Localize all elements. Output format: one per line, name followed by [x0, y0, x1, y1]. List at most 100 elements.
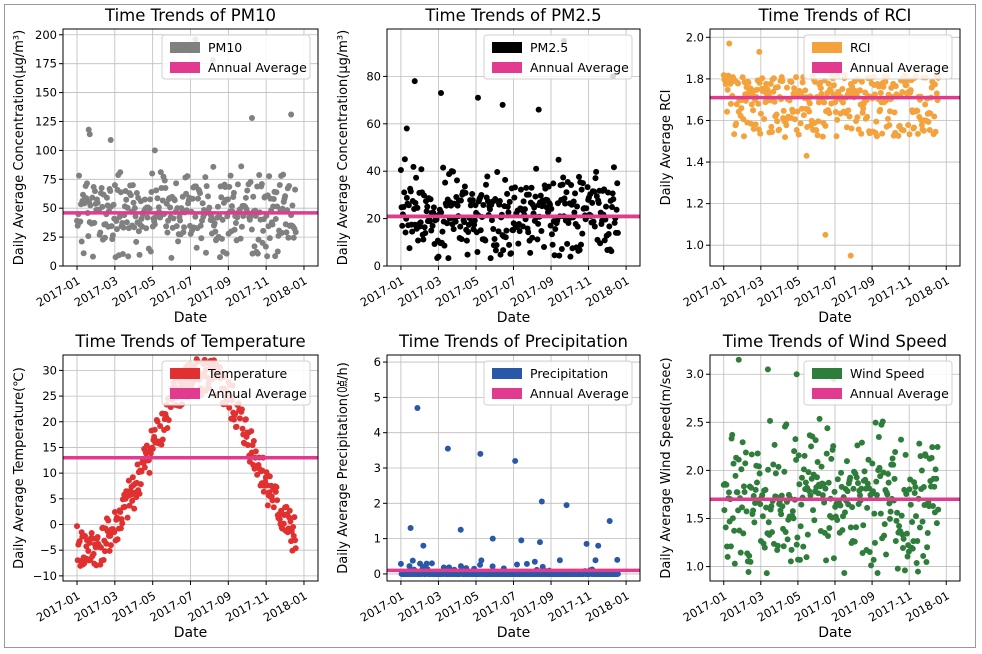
data-point — [211, 220, 218, 227]
data-point — [877, 510, 884, 517]
data-point — [113, 226, 120, 233]
data-point — [512, 184, 519, 191]
legend-swatch-series — [492, 368, 522, 379]
plot-frame — [709, 354, 961, 582]
data-point — [409, 228, 416, 235]
data-point — [891, 475, 898, 482]
data-point — [844, 488, 851, 495]
data-point — [131, 505, 138, 512]
data-point — [170, 215, 177, 222]
data-point — [848, 125, 855, 132]
y-tick-label: 5 — [374, 390, 381, 404]
data-point — [759, 513, 766, 520]
data-point — [814, 458, 821, 465]
data-point — [107, 187, 114, 194]
data-point — [521, 206, 528, 213]
legend-swatch-series — [812, 368, 842, 379]
data-point — [423, 208, 430, 215]
data-point — [834, 476, 841, 483]
data-point — [825, 533, 832, 540]
data-point — [478, 192, 485, 199]
data-point — [450, 226, 457, 233]
data-point — [748, 120, 755, 127]
data-point — [810, 507, 817, 514]
data-point — [247, 179, 254, 186]
data-point — [914, 130, 921, 137]
data-point — [783, 421, 790, 428]
data-point — [262, 243, 269, 250]
data-point — [806, 108, 813, 115]
chart-panel-3: 1.01.21.41.61.82.02017-012017-032017-052… — [659, 6, 961, 326]
data-point — [409, 557, 416, 564]
data-point — [146, 205, 153, 212]
data-point — [583, 205, 590, 212]
data-point — [797, 523, 804, 530]
data-point — [752, 121, 759, 128]
data-point — [817, 85, 824, 92]
legend-label-average: Annual Average — [530, 60, 629, 75]
data-point — [129, 182, 136, 189]
data-point — [756, 79, 763, 86]
data-point — [738, 466, 745, 473]
data-point — [274, 203, 281, 210]
data-point — [518, 537, 525, 544]
data-point — [204, 193, 211, 200]
data-point — [899, 544, 906, 551]
data-point — [868, 562, 875, 569]
data-point — [819, 492, 826, 499]
data-point — [105, 517, 112, 524]
data-point — [418, 166, 425, 173]
data-point — [924, 530, 931, 537]
data-point — [97, 229, 104, 236]
data-point — [230, 416, 237, 423]
data-point — [180, 229, 187, 236]
y-tick-label: 175 — [35, 57, 57, 71]
data-point — [811, 78, 818, 85]
data-point — [411, 78, 418, 85]
data-point — [438, 89, 445, 96]
data-point — [788, 546, 795, 553]
data-point — [911, 479, 918, 486]
data-point — [453, 177, 460, 184]
chart-panel-2: 0204060802017-012017-032017-052017-07201… — [336, 6, 641, 326]
legend: Wind Speed Annual Average — [803, 360, 953, 406]
data-point — [535, 220, 542, 227]
data-point — [791, 85, 798, 92]
data-point — [210, 163, 217, 170]
data-point — [117, 508, 124, 515]
data-point — [136, 251, 143, 258]
data-point — [151, 147, 158, 154]
data-point — [748, 484, 755, 491]
data-point — [167, 204, 174, 211]
data-point — [117, 525, 124, 532]
y-tick-label: 40 — [366, 164, 381, 178]
data-point — [164, 425, 171, 432]
data-point — [914, 107, 921, 114]
chart-panel-1: 02550751001251501752002017-012017-032017… — [12, 6, 319, 326]
data-point — [270, 504, 277, 511]
data-point — [90, 550, 97, 557]
data-point — [108, 223, 115, 230]
data-point — [751, 519, 758, 526]
y-tick-label: 0 — [50, 518, 57, 532]
data-point — [793, 127, 800, 134]
data-point — [781, 468, 788, 475]
data-point — [532, 193, 539, 200]
data-point — [801, 452, 808, 459]
data-point — [89, 194, 96, 201]
data-point — [811, 517, 818, 524]
data-point — [724, 86, 731, 93]
data-point — [76, 172, 83, 179]
data-point — [548, 231, 555, 238]
data-point — [107, 542, 114, 549]
data-point — [776, 126, 783, 133]
data-point — [457, 526, 464, 533]
data-point — [725, 72, 732, 79]
data-point — [771, 441, 778, 448]
data-point — [911, 490, 918, 497]
data-point — [816, 415, 823, 422]
data-point — [759, 75, 766, 82]
data-point — [761, 116, 768, 123]
data-point — [784, 536, 791, 543]
legend-swatch-series — [492, 42, 522, 53]
